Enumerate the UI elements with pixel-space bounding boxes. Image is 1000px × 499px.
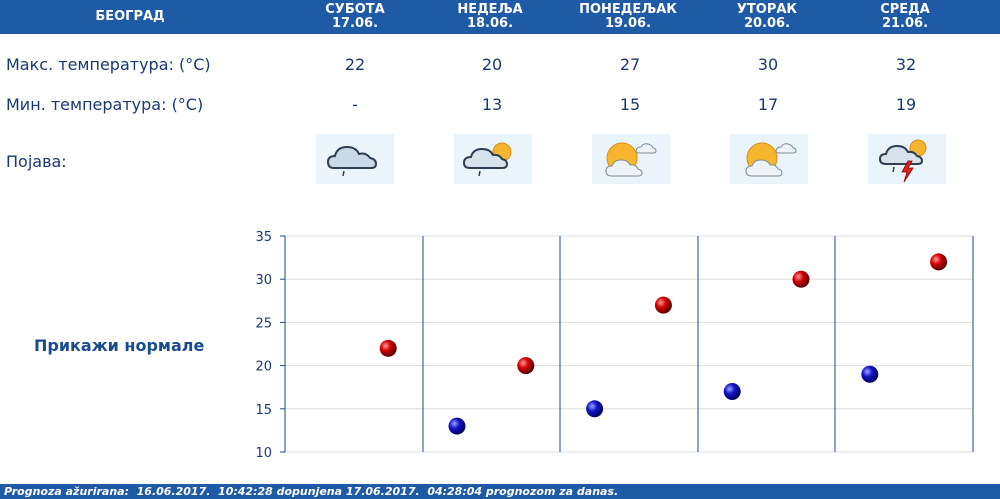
day-date: 20.06. (743, 16, 791, 31)
max-temp-point (930, 253, 948, 271)
min-temp-value: - (352, 95, 358, 114)
partly-cloudy-rain-icon (454, 134, 532, 184)
thunderstorm-icon (868, 134, 946, 184)
min-temp-value: 19 (895, 95, 917, 114)
sun-behind-cloud-icon (730, 134, 808, 184)
sun-behind-cloud-icon (592, 134, 670, 184)
day-date: 19.06. (604, 16, 652, 31)
min-temp-value: 15 (619, 95, 641, 114)
min-temp-value: 13 (481, 95, 503, 114)
day-header-5: СРЕДА 21.06. (840, 3, 970, 31)
day-name: СРЕДА (880, 2, 930, 17)
max-temp-value: 27 (619, 55, 641, 74)
min-temp-point (448, 417, 466, 435)
max-temp-value: 30 (757, 55, 779, 74)
max-temp-value: 32 (895, 55, 917, 74)
forecast-update-footer: Prognoza ažurirana: 16.06.2017. 10:42:28… (0, 484, 1000, 499)
day-name: НЕДЕЉА (457, 2, 523, 17)
min-temp-value: 17 (757, 95, 779, 114)
city-name: БЕОГРАД (95, 9, 165, 24)
day-header-2: НЕДЕЉА 18.06. (425, 3, 555, 31)
max-temp-point (792, 270, 810, 288)
chart-axes (280, 235, 974, 453)
day-name: УТОРАК (736, 2, 798, 17)
y-tick-label: 10 (255, 446, 272, 461)
day-header-1: СУБОТА 17.06. (290, 3, 420, 31)
max-temp-point (379, 339, 397, 357)
day-name: ПОНЕДЕЉАК (579, 2, 677, 17)
y-tick-label: 15 (255, 403, 272, 418)
day-date: 21.06. (881, 16, 929, 31)
show-normals-link[interactable]: Прикажи нормале (34, 336, 205, 355)
y-tick-label: 25 (255, 316, 272, 331)
max-temp-value: 22 (344, 55, 366, 74)
y-tick-label: 35 (255, 230, 272, 245)
max-temp-point (517, 357, 535, 375)
header-bar: БЕОГРАД СУБОТА 17.06. НЕДЕЉА 18.06. ПОНЕДЕ… (0, 0, 1000, 34)
y-tick-label: 20 (255, 360, 272, 375)
day-date: 18.06. (466, 16, 514, 31)
day-header-3: ПОНЕДЕЉАК 19.06. (563, 3, 693, 31)
max-temp-point (654, 296, 672, 314)
temperature-chart: 35 30 25 20 15 10 (255, 230, 974, 461)
min-temp-point (723, 383, 741, 401)
chart-points (379, 253, 948, 435)
day-header-4: УТОРАК 20.06. (702, 3, 832, 31)
phenomenon-label: Појава: (6, 152, 67, 171)
max-temp-value: 20 (481, 55, 503, 74)
min-temp-point (586, 400, 604, 418)
day-date: 17.06. (331, 16, 379, 31)
day-name: СУБОТА (325, 2, 385, 17)
min-temp-label: Мин. температура: (°C) (6, 95, 204, 114)
chart-grid (285, 235, 973, 453)
cloudy-rain-icon (316, 134, 394, 184)
min-temp-point (861, 365, 879, 383)
chart-y-ticks: 35 30 25 20 15 10 (255, 230, 272, 461)
y-tick-label: 30 (255, 273, 272, 288)
max-temp-label: Макс. температура: (°C) (6, 55, 211, 74)
